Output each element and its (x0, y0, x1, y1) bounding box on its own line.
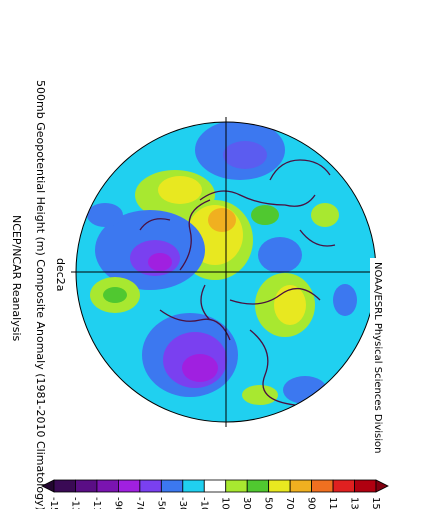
colorbar-swatch (268, 479, 291, 493)
colorbar-label: -10 (198, 497, 209, 509)
credit-box (370, 258, 386, 434)
anomaly-field (87, 122, 357, 406)
colorbar-swatch (118, 479, 141, 493)
colorbar-label: 150 (370, 497, 381, 509)
colorbar-label: 90 (306, 497, 317, 509)
colorbar-swatch (53, 479, 76, 493)
subtitle: dec2a (54, 258, 67, 292)
colorbar-label: 30 (241, 497, 252, 509)
colorbar-swatch (225, 479, 248, 493)
colorbar-label: -130 (69, 497, 80, 509)
colorbar-label: -50 (155, 497, 166, 509)
colorbar-arrow (375, 479, 389, 493)
colorbar-swatch (96, 479, 119, 493)
colorbar-swatch (289, 479, 312, 493)
polar-map (71, 117, 381, 427)
colorbar-label: 70 (284, 497, 295, 509)
colorbar-label: -70 (134, 497, 145, 509)
colorbar-swatch (246, 479, 270, 493)
colorbar-label: 110 (327, 497, 338, 509)
colorbar-label: -150 (48, 497, 59, 509)
colorbar-label: 10 (220, 497, 231, 509)
colorbar-label: -90 (112, 497, 123, 509)
colorbar-label: 130 (349, 497, 360, 509)
colorbar-swatch (75, 479, 98, 493)
colorbar-swatch (139, 479, 162, 493)
colorbar-label: 50 (263, 497, 274, 509)
colorbar-label: -110 (91, 497, 102, 509)
colorbar-swatch (354, 479, 377, 493)
credit: NOAA/ESRL Physical Sciences Division (372, 262, 383, 454)
colorbar-swatch (332, 479, 355, 493)
colorbar-label: -30 (177, 497, 188, 509)
colorbar-swatch (160, 479, 184, 493)
colorbar-swatch (182, 479, 205, 493)
colorbar-swatch (311, 479, 334, 493)
title: 500mb Geopotential Height (m) Composite … (34, 80, 47, 509)
colorbar-swatch (203, 479, 227, 493)
source: NCEP/NCAR Reanalysis (10, 215, 23, 341)
